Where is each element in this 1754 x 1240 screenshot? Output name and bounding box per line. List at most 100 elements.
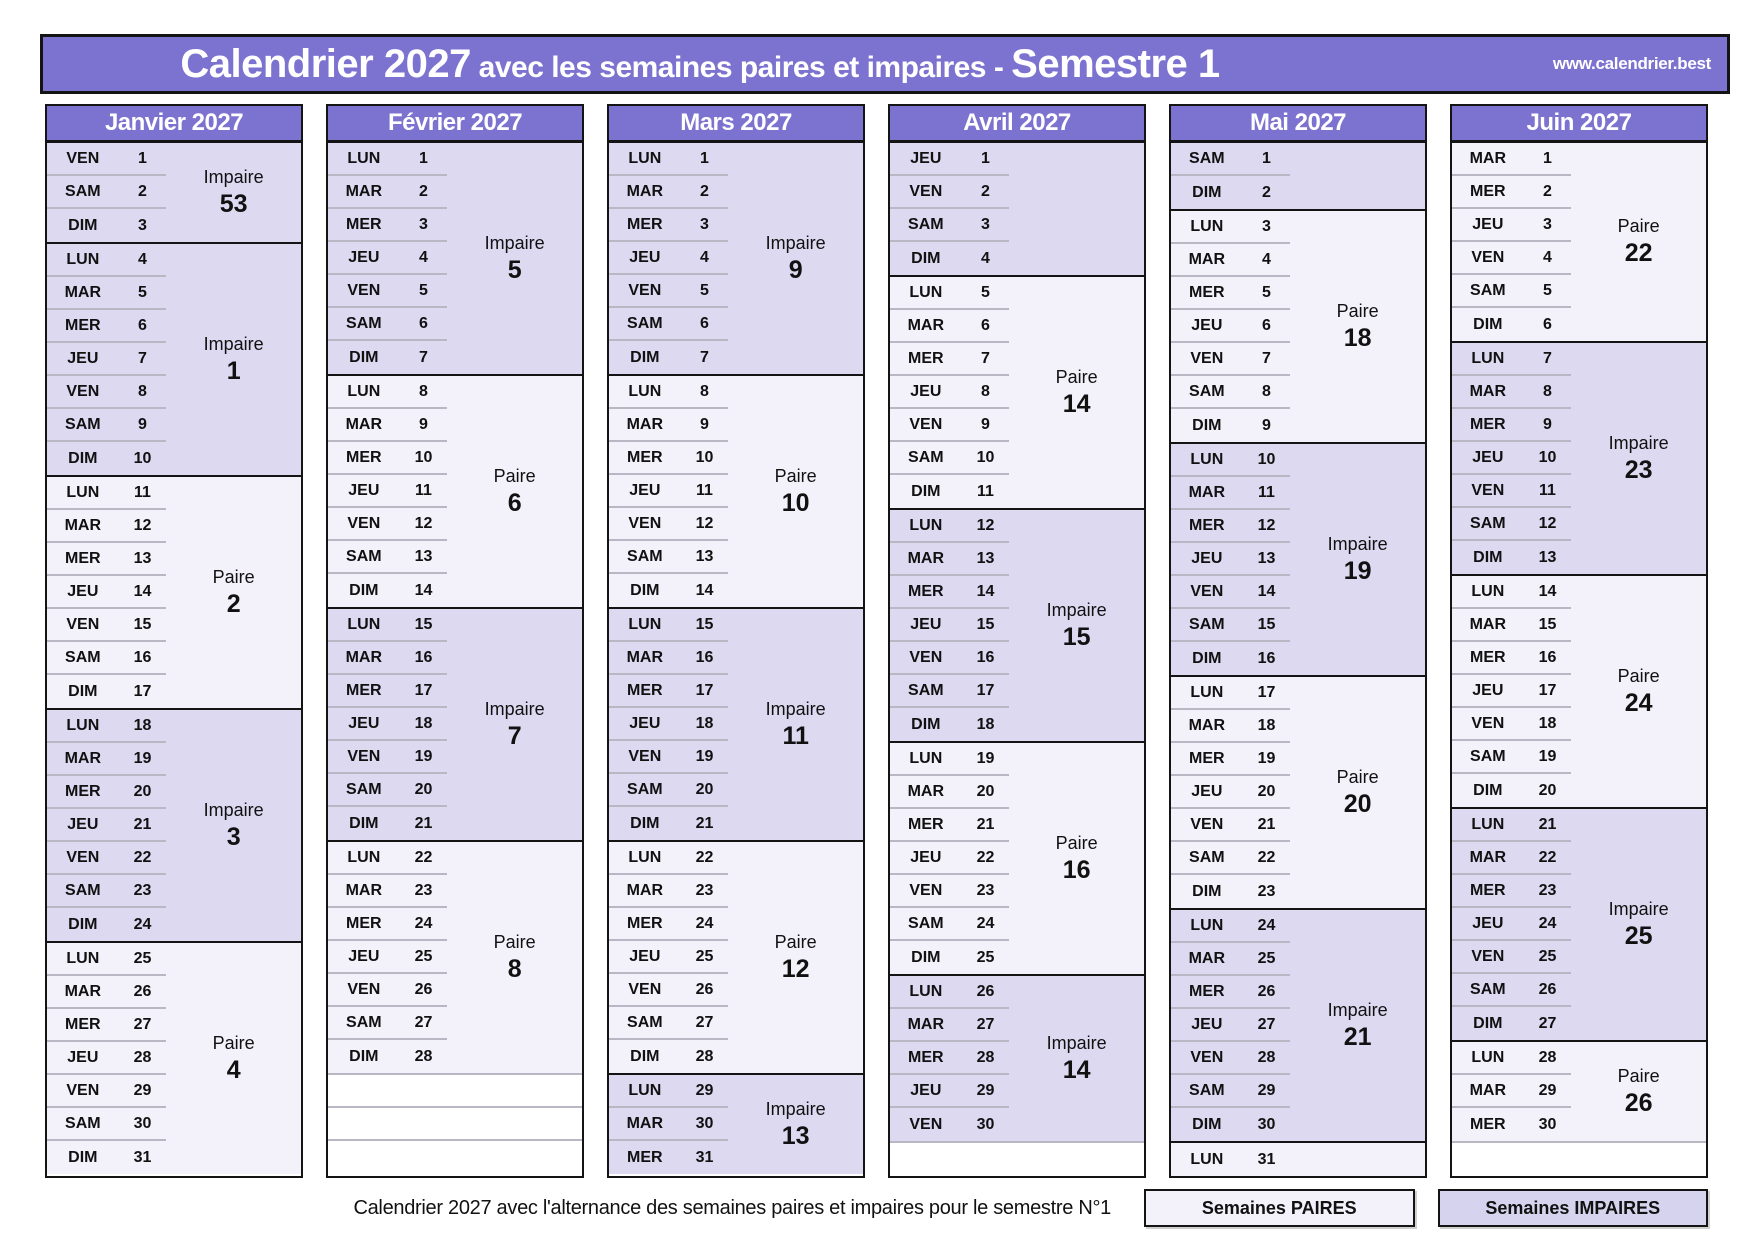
day-row: VEN 15 (47, 609, 167, 642)
day-row: SAM 9 (47, 409, 167, 442)
day-number: 1 (138, 149, 147, 167)
day-row: JEU 29 (890, 1075, 1010, 1108)
day-row: DIM 31 (47, 1141, 166, 1174)
week-block: LUN 8 MAR 9 MER 10 JEU 11 VEN 12 SAM 13 DIM 14 Paire 10 (609, 374, 863, 607)
week-days: LUN 12 MAR 13 MER 14 JEU 15 VEN 16 SAM 17 DIM 18 (890, 510, 1010, 741)
week-block: LUN 1 MAR 2 MER 3 JEU 4 VEN 5 SAM 6 DIM 7 Impaire 5 (328, 143, 582, 374)
week-parity-label: Impaire (1046, 1032, 1107, 1053)
day-number: 19 (1257, 749, 1276, 767)
day-name: SAM (65, 1114, 101, 1132)
week-block: MAR 1 MER 2 JEU 3 VEN 4 SAM 5 DIM 6 Paire 22 (1452, 143, 1706, 341)
day-row: LUN 18 (47, 710, 167, 743)
day-name: LUN (1471, 815, 1505, 833)
day-number: 16 (414, 648, 433, 666)
day-row: SAM 26 (1452, 974, 1572, 1007)
day-number: 29 (1257, 1081, 1276, 1099)
day-name: VEN (628, 747, 662, 765)
week-days: LUN 24 MAR 25 MER 26 JEU 27 VEN 28 SAM 29 DIM 30 (1171, 910, 1291, 1141)
day-row: MER 3 (609, 209, 729, 242)
week-label: Paire 18 (1290, 211, 1425, 442)
day-name: SAM (65, 415, 101, 433)
day-name: SAM (1470, 747, 1506, 765)
week-parity-label: Paire (493, 931, 536, 952)
day-row: MAR 13 (890, 543, 1010, 576)
day-name: SAM (908, 681, 944, 699)
day-row: MER 17 (609, 675, 729, 708)
day-number: 27 (976, 1015, 995, 1033)
week-number: 22 (1624, 239, 1653, 267)
day-number: 5 (700, 281, 709, 299)
month-column-fevrier: Février 2027 LUN 1 MAR 2 MER 3 JEU 4 VEN 5 SAM 6 DIM 7… (326, 104, 584, 1178)
week-parity-label: Paire (493, 465, 536, 486)
day-number: 7 (138, 349, 147, 367)
day-row: MAR 20 (890, 776, 1010, 809)
day-number: 24 (133, 915, 152, 933)
week-parity-label: Paire (1336, 300, 1379, 321)
month-body-mai: SAM 1 DIM 2 LUN 3 MAR 4 MER 5 JEU 6 VEN 7 SAM 8 DIM 9 Pair… (1171, 143, 1425, 1176)
week-block: LUN 8 MAR 9 MER 10 JEU 11 VEN 12 SAM 13 DIM 14 Paire 6 (328, 374, 582, 607)
day-row: SAM 30 (47, 1108, 167, 1141)
day-row: JEU 4 (609, 242, 729, 275)
day-row: VEN 4 (1452, 242, 1572, 275)
week-days: LUN 15 MAR 16 MER 17 JEU 18 VEN 19 SAM 20 DIM 21 (328, 609, 448, 840)
week-label: Paire 12 (728, 842, 863, 1073)
day-number: 31 (695, 1148, 714, 1166)
day-number: 2 (700, 182, 709, 200)
day-row: LUN 7 (1452, 343, 1572, 376)
week-number: 12 (781, 954, 810, 983)
day-name: DIM (68, 1148, 98, 1166)
day-number: 11 (1539, 481, 1556, 499)
day-row: MER 2 (1452, 176, 1572, 209)
footer-caption: Calendrier 2027 avec l'alternance des se… (353, 1196, 1111, 1219)
day-number: 21 (133, 815, 152, 833)
week-number: 13 (781, 1121, 810, 1150)
day-number: 30 (1257, 1115, 1276, 1133)
day-number: 28 (133, 1048, 152, 1066)
week-number: 19 (1343, 556, 1372, 585)
week-label: Impaire 7 (447, 609, 582, 840)
week-parity-label: Paire (1617, 665, 1660, 686)
day-name: MAR (1469, 382, 1507, 400)
day-row: VEN 30 (890, 1108, 1009, 1141)
day-row: SAM 6 (328, 308, 448, 341)
month-header-fevrier: Février 2027 (328, 106, 582, 143)
week-number: 15 (1062, 622, 1091, 651)
week-number: 20 (1343, 789, 1372, 818)
day-number: 28 (1538, 1048, 1557, 1066)
day-row: VEN 26 (609, 974, 729, 1007)
day-number: 23 (133, 881, 152, 899)
week-block: LUN 24 MAR 25 MER 26 JEU 27 VEN 28 SAM 29 DIM 30 Impai… (1171, 908, 1425, 1141)
day-row: DIM 2 (1171, 176, 1290, 209)
week-label: Paire 20 (1290, 677, 1425, 908)
day-number: 12 (414, 514, 433, 532)
day-row: MER 10 (609, 442, 729, 475)
day-row: SAM 20 (609, 774, 729, 807)
day-name: VEN (347, 281, 381, 299)
week-label (1290, 1143, 1425, 1176)
week-parity-label: Impaire (203, 166, 264, 187)
day-name: LUN (628, 848, 662, 866)
day-number: 20 (133, 782, 152, 800)
week-label: Paire 6 (447, 376, 582, 607)
week-parity-label: Impaire (203, 333, 264, 354)
day-number: 2 (419, 182, 428, 200)
day-number: 22 (133, 848, 152, 866)
day-row: MER 10 (328, 442, 448, 475)
day-number: 28 (695, 1047, 714, 1065)
day-row: JEU 25 (609, 941, 729, 974)
day-row: LUN 11 (47, 477, 167, 510)
day-number: 11 (977, 482, 994, 500)
day-name: MAR (626, 1114, 664, 1132)
day-name: MAR (1469, 1081, 1507, 1099)
day-row: DIM 10 (47, 442, 166, 475)
day-number: 16 (133, 648, 152, 666)
day-row: SAM 1 (1171, 143, 1291, 176)
day-row: DIM 21 (328, 807, 447, 840)
day-number: 14 (695, 581, 714, 599)
day-name: MAR (345, 648, 383, 666)
week-days: VEN 1 SAM 2 DIM 3 (47, 143, 167, 242)
website-link[interactable]: www.calendrier.best (1552, 54, 1711, 73)
day-number: 10 (1538, 448, 1557, 466)
day-row: VEN 29 (47, 1075, 167, 1108)
day-row: LUN 15 (328, 609, 448, 642)
